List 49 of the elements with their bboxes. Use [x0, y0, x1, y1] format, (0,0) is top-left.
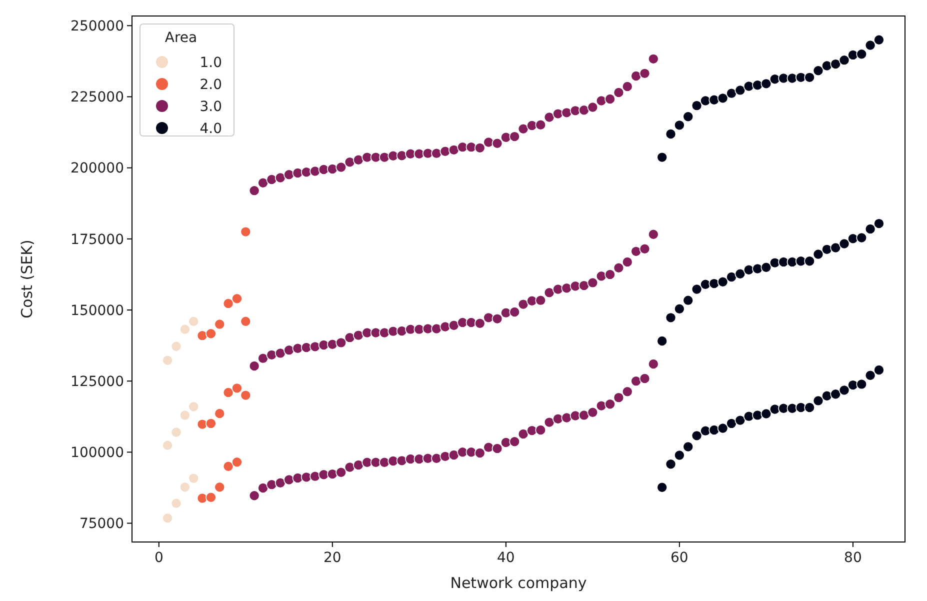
point [188, 472, 199, 484]
legend-title: Area [164, 30, 198, 46]
y-tick-label: 200000 [70, 160, 124, 177]
point [188, 316, 199, 327]
point [180, 324, 190, 335]
point [222, 460, 234, 472]
y-tick-label: 225000 [70, 90, 124, 106]
x-tick-label: 20 [323, 550, 342, 566]
legend-label: 3.0 [200, 98, 222, 115]
point [214, 408, 226, 419]
point [162, 354, 173, 366]
point [162, 440, 173, 451]
point [196, 330, 208, 341]
y-tick-label: 150000 [70, 302, 124, 319]
y-tick-label: 250000 [70, 18, 124, 35]
point [170, 340, 182, 352]
point [170, 426, 182, 438]
legend-label: 1.0 [200, 54, 222, 71]
x-tick-label: 0 [154, 550, 164, 566]
point [196, 418, 208, 430]
point [240, 316, 252, 327]
point [180, 482, 190, 493]
point [180, 410, 190, 421]
x-tick-label: 60 [670, 550, 688, 566]
legend-label: 2.0 [200, 76, 222, 93]
point [188, 401, 199, 412]
legend-label: 4.0 [200, 120, 222, 137]
y-tick-label: 100000 [70, 445, 124, 462]
point [240, 390, 252, 401]
point [232, 456, 242, 468]
x-tick-label: 80 [844, 550, 862, 566]
point [162, 512, 173, 524]
y-axis-title: Cost (SEK) [18, 240, 36, 318]
point [206, 328, 216, 339]
point [214, 318, 226, 330]
point [206, 492, 216, 503]
point [206, 418, 216, 429]
point [232, 382, 242, 394]
point [232, 293, 242, 304]
point [222, 387, 234, 398]
point [214, 482, 226, 493]
point [240, 226, 252, 238]
y-tick-label: 75000 [79, 516, 124, 532]
x-tick-label: 40 [497, 550, 515, 566]
y-tick-label: 175000 [70, 232, 124, 248]
y-tick-label: 125000 [70, 374, 124, 390]
point [170, 498, 182, 509]
x-axis-title: Network company [450, 574, 587, 592]
point [222, 298, 234, 309]
